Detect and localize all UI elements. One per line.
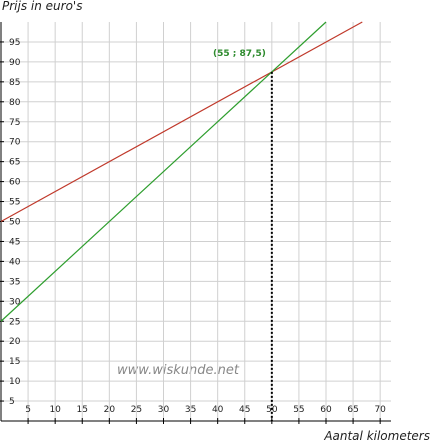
x-tick-label: 25 bbox=[131, 405, 142, 415]
x-tick-label: 70 bbox=[374, 405, 386, 415]
y-tick-label: 40 bbox=[9, 257, 21, 267]
x-tick-label: 10 bbox=[49, 405, 61, 415]
y-tick-label: 90 bbox=[9, 58, 21, 68]
watermark: www.wiskunde.net bbox=[117, 363, 240, 378]
y-tick-label: 45 bbox=[9, 237, 20, 247]
x-tick-label: 35 bbox=[185, 405, 196, 415]
y-tick-label: 95 bbox=[9, 38, 20, 48]
y-tick-label: 35 bbox=[9, 277, 20, 287]
line bbox=[0, 21, 363, 223]
x-tick-label: 65 bbox=[347, 405, 358, 415]
y-tick-label: 70 bbox=[9, 138, 21, 148]
y-tick-label: 25 bbox=[9, 317, 20, 327]
y-tick-label: 15 bbox=[9, 357, 20, 367]
y-tick-label: 60 bbox=[9, 178, 21, 188]
y-tick-label: 65 bbox=[9, 158, 20, 168]
y-tick-label: 20 bbox=[9, 337, 21, 347]
y-tick-label: 85 bbox=[9, 78, 20, 88]
x-tick-label: 60 bbox=[320, 405, 332, 415]
x-tick-label: 40 bbox=[212, 405, 224, 415]
y-tick-label: 80 bbox=[9, 98, 21, 108]
x-tick-label: 15 bbox=[77, 405, 88, 415]
y-axis-label: Prijs in euro's bbox=[2, 0, 82, 13]
x-tick-label: 45 bbox=[239, 405, 250, 415]
x-tick-label: 50 bbox=[266, 405, 278, 415]
x-tick-label: 5 bbox=[25, 405, 31, 415]
y-tick-label: 55 bbox=[9, 198, 20, 208]
y-tick-label: 5 bbox=[9, 397, 15, 407]
x-axis-label: Aantal kilometers bbox=[323, 429, 430, 442]
x-tick-label: 20 bbox=[104, 405, 116, 415]
annotation: (55 ; 87,5) bbox=[213, 49, 266, 59]
y-tick-label: 30 bbox=[9, 297, 21, 307]
y-tick-label: 75 bbox=[9, 118, 20, 128]
y-tick-label: 50 bbox=[9, 218, 21, 228]
x-tick-label: 55 bbox=[293, 405, 304, 415]
y-tick-label: 10 bbox=[9, 377, 21, 387]
x-tick-label: 30 bbox=[158, 405, 170, 415]
